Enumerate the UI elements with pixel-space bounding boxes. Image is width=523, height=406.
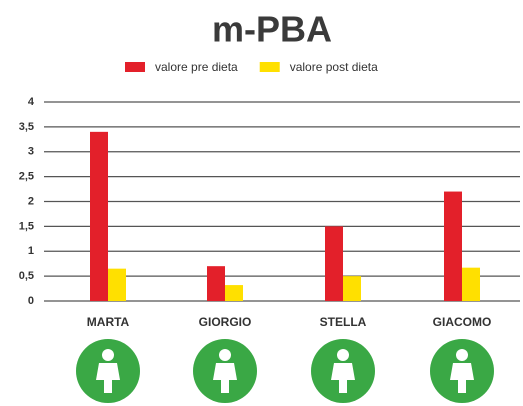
y-tick-label: 1	[28, 245, 34, 257]
y-tick-label: 4	[28, 96, 35, 108]
x-tick-label: GIACOMO	[433, 315, 492, 329]
y-tick-label: 3	[28, 146, 34, 158]
x-tick-label: GIORGIO	[199, 315, 252, 329]
y-tick-label: 3,5	[19, 121, 34, 133]
x-tick-label: STELLA	[320, 315, 367, 329]
avatar-body	[331, 363, 355, 393]
bar	[108, 268, 126, 301]
bar	[325, 226, 343, 301]
y-tick-label: 2,5	[19, 171, 34, 183]
avatar-head	[219, 349, 231, 361]
chart-title: m-PBA	[212, 9, 332, 50]
bar	[90, 131, 108, 301]
bar	[444, 191, 462, 301]
bar	[462, 267, 480, 301]
avatar-body	[96, 363, 120, 393]
avatar-head	[456, 349, 468, 361]
y-tick-label: 1,5	[19, 220, 34, 232]
legend-swatch	[259, 62, 280, 72]
bar	[343, 276, 361, 301]
avatar-body	[450, 363, 474, 393]
y-tick-label: 2	[28, 195, 34, 207]
avatar-head	[337, 349, 349, 361]
y-tick-label: 0	[28, 295, 34, 307]
legend-label: valore pre dieta	[155, 60, 238, 74]
bar	[207, 266, 225, 301]
bar	[225, 285, 243, 301]
avatar-body	[213, 363, 237, 393]
x-tick-label: MARTA	[87, 315, 130, 329]
legend-label: valore post dieta	[290, 60, 378, 74]
avatar-head	[102, 349, 114, 361]
legend-swatch	[125, 62, 145, 72]
y-tick-label: 0,5	[19, 270, 34, 282]
